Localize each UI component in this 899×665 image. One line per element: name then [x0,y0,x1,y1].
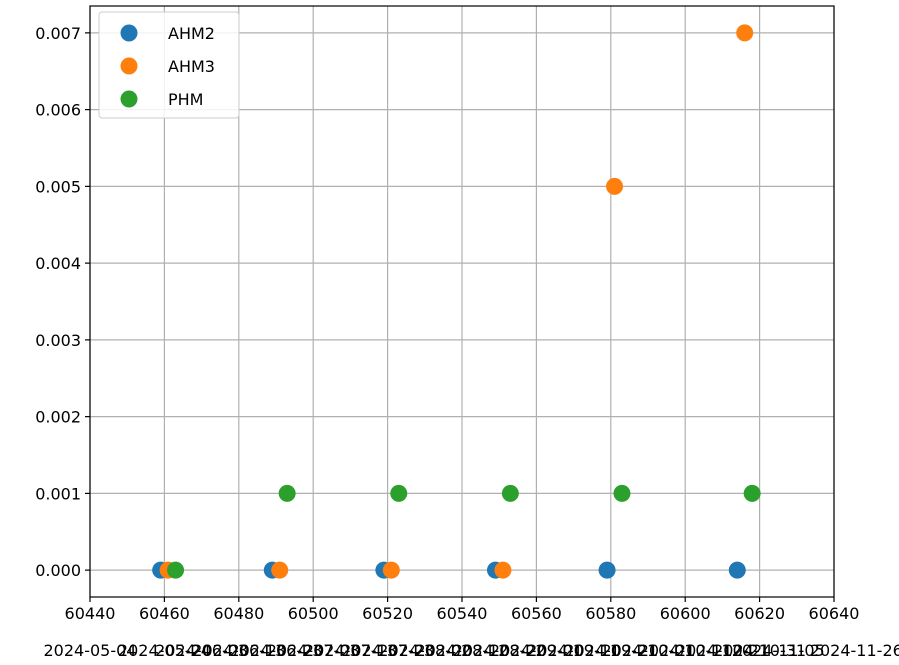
x-tick-label: 60520 [362,604,413,623]
x-date-tick-label: 2024-07-13 [304,641,397,660]
x-date-tick-label: 2024-09-11 [527,641,620,660]
point-phm [390,484,408,502]
legend-marker-ahm3 [120,57,138,75]
x-date-tick-label: 2024-11-05 [732,641,825,660]
legend-label-ahm2: AHM2 [168,24,215,43]
x-tick-label: 60440 [65,604,116,623]
x-date-tick-label: 2024-09-01 [490,641,583,660]
x-tick-label: 60540 [437,604,488,623]
point-phm [167,561,185,579]
point-ahm3 [382,561,400,579]
x-date-tick-label: 2024-10-11 [639,641,732,660]
x-date-tick-label: 2024-10-01 [602,641,695,660]
x-date-tick-label: 2024-06-13 [192,641,285,660]
y-tick-label: 0.006 [35,101,81,120]
y-tick-label: 0.005 [35,177,81,196]
x-date-tick-label: 2024-10-21 [676,641,769,660]
legend-label-ahm3: AHM3 [168,57,215,76]
x-tick-label: 60460 [139,604,190,623]
x-tick-label: 60500 [288,604,339,623]
point-ahm3 [736,24,754,42]
point-ahm2 [598,561,616,579]
x-date-tick-label: 2024-06-03 [155,641,248,660]
y-tick-label: 0.004 [35,254,81,273]
y-tick-label: 0.003 [35,331,81,350]
x-date-tick-label: 2024-05-24 [118,641,211,660]
x-date-tick-label: 2024-11-26 [810,641,899,660]
x-date-tick-label: 2024-06-23 [230,641,323,660]
point-phm [278,484,296,502]
point-ahm2 [728,561,746,579]
legend: AHM2 AHM3 PHM [98,11,240,119]
y-tick-label: 0.002 [35,408,81,427]
legend-label-phm: PHM [168,90,203,109]
x-tick-label: 60580 [585,604,636,623]
y-tick-label: 0.007 [35,24,81,43]
legend-marker-phm [120,90,138,108]
x-date-tick-label: 2024-09-21 [564,641,657,660]
y-tick-label: 0.000 [35,561,81,580]
x-tick-label: 60640 [809,604,860,623]
point-ahm3 [271,561,289,579]
x-date-tick-label: 2024-08-02 [378,641,471,660]
point-ahm3 [606,177,624,195]
x-tick-label: 60560 [511,604,562,623]
x-date-tick-label: 2024-08-22 [453,641,546,660]
data-points [152,24,761,579]
x-date-tick-label: 2024-07-03 [267,641,360,660]
y-tick-label: 0.001 [35,484,81,503]
x-tick-label: 60620 [734,604,785,623]
x-date-tick-label: 2024-05-04 [44,641,137,660]
legend-marker-ahm2 [120,24,138,42]
x-tick-label: 60480 [213,604,264,623]
x-tick-label: 60600 [660,604,711,623]
point-ahm3 [494,561,512,579]
y-axis-ticks: 0.000 0.001 0.002 0.003 0.004 0.005 0.006 0.007 [35,24,90,580]
point-phm [613,484,631,502]
x-date-tick-label: 2024-07-23 [341,641,434,660]
x-date-tick-label: 2024-08-12 [416,641,509,660]
point-phm [501,484,519,502]
point-phm [743,484,761,502]
x-axis-ticks: 60440 60460 60480 60500 60520 60540 60560 60580… [44,597,899,660]
x-date-tick-label: 2024-10-31 [713,641,806,660]
